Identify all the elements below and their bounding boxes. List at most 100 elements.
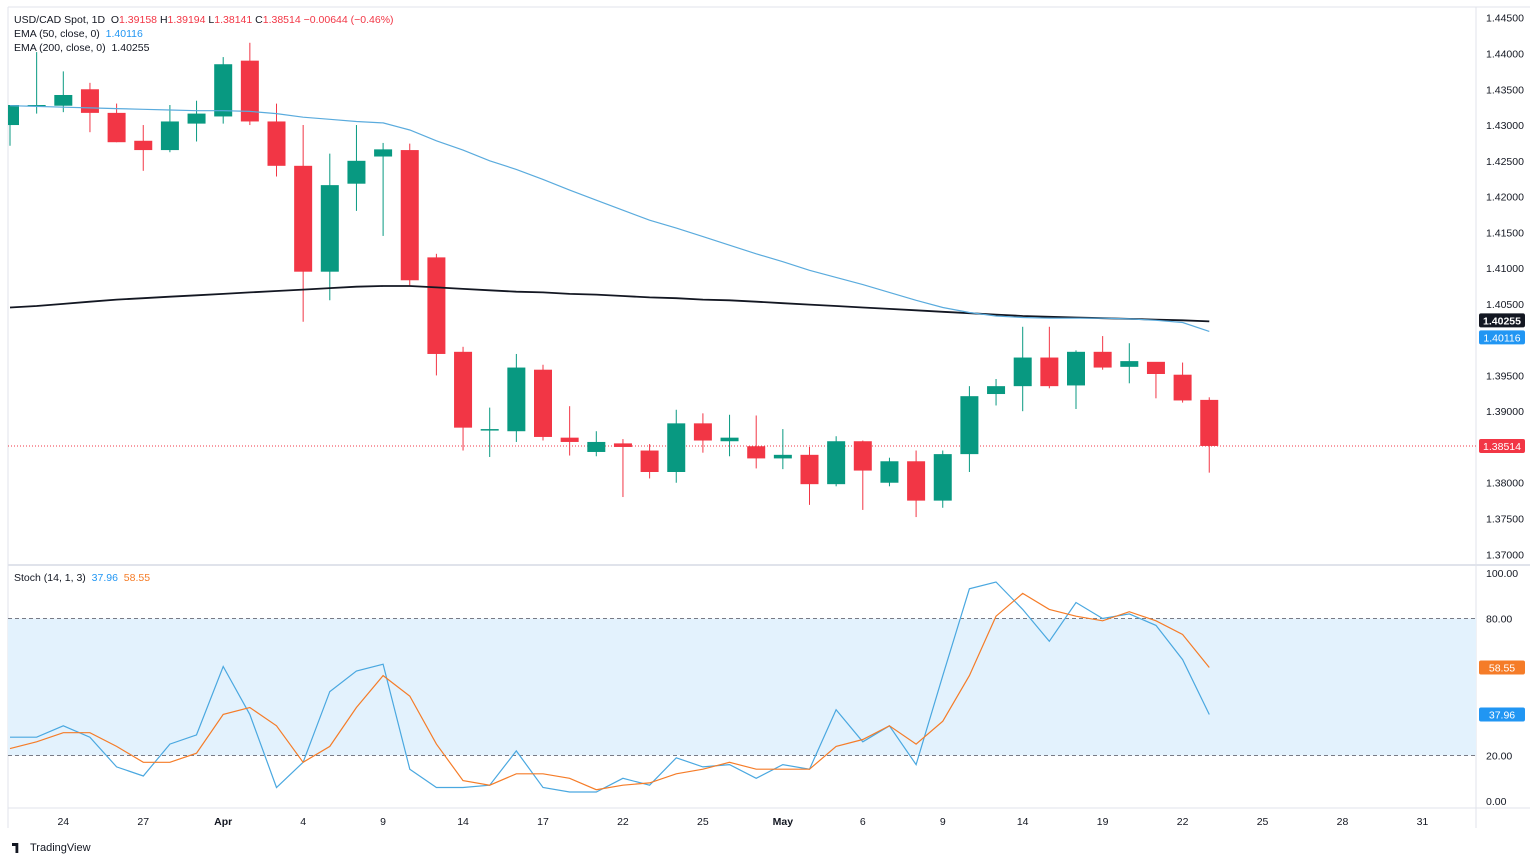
time-tick-label: 25	[1257, 816, 1269, 828]
candle-body	[134, 140, 153, 151]
stoch-legend-label: Stoch (14, 1, 3)	[14, 572, 86, 584]
candle	[1067, 350, 1085, 410]
stoch-k-label: 37.96	[1479, 707, 1525, 722]
price-tick-label: 1.42500	[1486, 156, 1524, 168]
stoch-k-legend-value: 37.96	[91, 572, 118, 584]
candle	[400, 143, 419, 286]
stoch-band-background	[8, 618, 1476, 756]
change-value: −0.00644 (−0.46%)	[303, 14, 394, 26]
candle	[267, 103, 286, 177]
candle	[560, 406, 579, 456]
candles	[8, 42, 1219, 518]
ema200-price-label-text: 1.40255	[1483, 315, 1521, 327]
ema200-legend[interactable]: EMA (200, close, 0) 1.40255	[14, 42, 149, 54]
close-value: 1.38514	[262, 14, 301, 26]
stoch-legend[interactable]: Stoch (14, 1, 3) 37.96 58.55	[14, 572, 150, 584]
price-tick-label: 1.39000	[1486, 406, 1524, 418]
candle-body	[1093, 351, 1112, 368]
candle-body	[320, 185, 339, 272]
time-tick-label: 24	[57, 816, 69, 828]
symbol-title[interactable]: USD/CAD Spot, 1D	[14, 14, 106, 26]
candle-body	[8, 105, 19, 126]
stoch-tick-label: 0.00	[1486, 796, 1507, 808]
candle	[1200, 397, 1219, 473]
candle	[1173, 362, 1192, 403]
open-value: 1.39158	[119, 14, 158, 26]
candle-body	[1067, 351, 1085, 386]
time-tick-label: May	[773, 816, 794, 828]
stoch-k-line	[10, 581, 1210, 793]
candle	[240, 42, 259, 126]
candle-body	[987, 386, 1006, 395]
candle-body	[347, 160, 366, 184]
candle	[427, 253, 446, 376]
candle	[640, 444, 659, 479]
ema50-legend-label: EMA (50, close, 0)	[14, 28, 100, 40]
candle-body	[480, 429, 499, 431]
candle-body	[294, 165, 313, 272]
candle-body	[933, 454, 952, 501]
candle-body	[80, 89, 99, 113]
candle	[107, 103, 126, 143]
ema50-legend-value: 1.40116	[105, 28, 143, 40]
price-tick-label: 1.37000	[1486, 549, 1524, 561]
candle-body	[960, 396, 979, 455]
time-tick-label: 14	[1017, 816, 1029, 828]
candle	[27, 52, 46, 114]
candle-body	[427, 257, 446, 354]
candle	[720, 414, 739, 457]
price-tick-label: 1.39500	[1486, 370, 1524, 382]
candle-body	[400, 150, 419, 281]
time-tick-label: 6	[860, 816, 866, 828]
candle	[667, 409, 686, 483]
candle-body	[107, 112, 126, 143]
time-tick-label: 9	[380, 816, 386, 828]
candle-body	[1173, 374, 1192, 401]
candle-body	[800, 454, 819, 485]
tradingview-logo[interactable]: TradingView	[12, 842, 91, 854]
stoch-tick-label: 20.00	[1486, 750, 1512, 762]
candle-body	[54, 94, 73, 106]
candle	[1040, 326, 1059, 389]
ema200-legend-value: 1.40255	[111, 42, 150, 54]
time-axis-ticks: 24 27 Apr 4 9 14 17 22 25 May 6 9 14 19 22 25 28 31	[57, 816, 1428, 828]
candle	[800, 446, 819, 505]
stoch-d-label-text: 58.55	[1489, 662, 1515, 674]
ema50-legend[interactable]: EMA (50, close, 0) 1.40116	[14, 28, 143, 40]
candle	[773, 429, 792, 470]
candle-body	[880, 461, 899, 483]
candle-body	[853, 441, 872, 471]
price-axis-ticks: 1.370001.375001.380001.385001.390001.395…	[1486, 13, 1524, 562]
candle-body	[720, 437, 739, 442]
candle-body	[267, 121, 286, 166]
candle-body	[1013, 357, 1032, 387]
candle-body	[214, 64, 233, 117]
candle	[960, 386, 979, 472]
candle-body	[240, 60, 259, 122]
price-tick-label: 1.44500	[1486, 13, 1524, 25]
price-tick-label: 1.40500	[1486, 299, 1524, 311]
candle-body	[773, 454, 792, 459]
ema200-legend-label: EMA (200, close, 0)	[14, 42, 106, 54]
time-tick-label: 9	[940, 816, 946, 828]
candle-body	[507, 367, 526, 432]
candle	[693, 413, 712, 453]
candle	[320, 153, 339, 301]
candle	[8, 105, 19, 146]
time-tick-label: 25	[697, 816, 709, 828]
candle-body	[747, 446, 766, 459]
candle-body	[667, 423, 686, 472]
stoch-tick-label: 80.00	[1486, 614, 1512, 626]
candle-body	[27, 105, 46, 107]
candle	[160, 105, 179, 153]
candle	[294, 125, 313, 322]
price-tick-label: 1.41500	[1486, 227, 1524, 239]
candle	[54, 71, 73, 113]
candle-body	[640, 450, 659, 472]
candle-body	[560, 437, 579, 442]
time-tick-label: 17	[537, 816, 549, 828]
candle-body	[827, 441, 846, 485]
price-tick-label: 1.42000	[1486, 192, 1524, 204]
time-tick-label: 31	[1417, 816, 1429, 828]
